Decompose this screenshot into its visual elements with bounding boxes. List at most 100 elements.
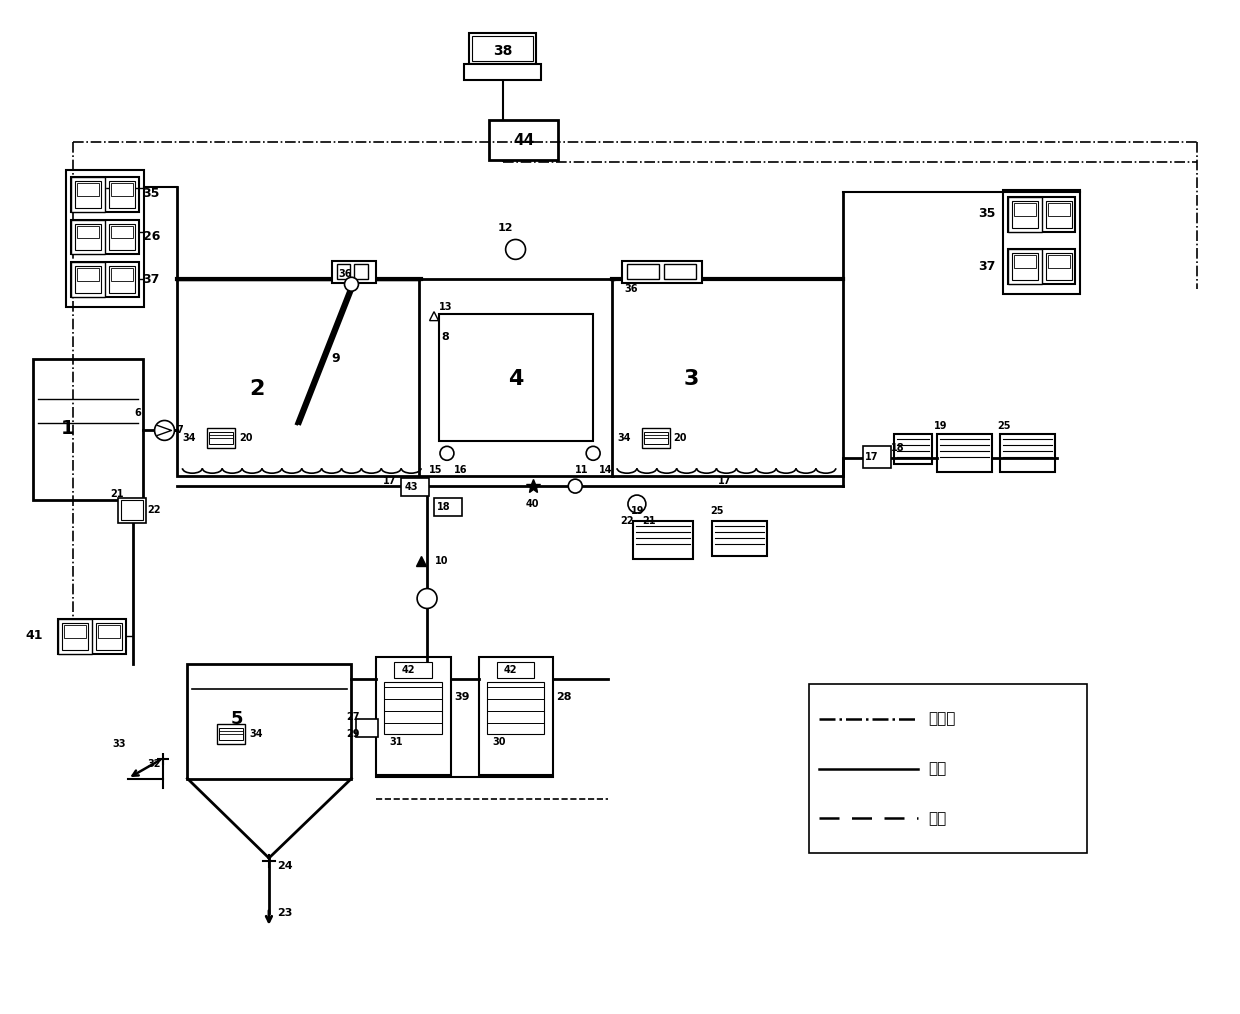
Bar [613,279,843,477]
Bar [497,662,534,678]
Bar [419,279,613,477]
Text: 20: 20 [673,433,687,443]
Bar [217,724,246,743]
Text: 19: 19 [934,422,947,431]
Circle shape [155,421,175,440]
Text: 36: 36 [624,284,637,294]
Text: 38: 38 [494,44,512,58]
Text: 42: 42 [503,665,517,675]
Text: 12: 12 [497,222,513,232]
Bar [110,269,133,281]
Bar [1045,254,1071,280]
Text: 液线: 液线 [929,762,946,776]
Circle shape [627,495,646,513]
Text: 34: 34 [249,729,263,739]
Circle shape [440,446,454,460]
Text: 21: 21 [642,516,656,526]
Bar [331,262,377,283]
Text: 17: 17 [383,477,397,486]
Text: 35: 35 [143,188,160,200]
Bar [642,429,670,448]
Bar [469,32,537,64]
Bar [1008,197,1042,231]
Text: 14: 14 [599,465,613,476]
Text: 17: 17 [864,452,878,462]
Text: 10: 10 [435,556,449,566]
Text: 1: 1 [61,419,74,438]
Bar [74,267,100,293]
Text: 9: 9 [331,352,340,365]
Bar [336,265,351,279]
Circle shape [345,277,358,291]
Text: 35: 35 [978,207,996,220]
Bar [1003,190,1080,294]
Bar [1014,203,1035,216]
Bar [663,265,696,279]
Text: 22: 22 [148,505,161,515]
Bar [632,521,693,559]
Text: 36: 36 [339,270,352,279]
Circle shape [568,480,583,493]
Bar [77,225,99,238]
Text: 43: 43 [404,482,418,492]
Bar [109,180,135,208]
Bar [207,429,236,448]
Text: 34: 34 [618,433,630,443]
Text: 16: 16 [454,465,467,476]
Text: 37: 37 [143,273,160,286]
Bar [71,263,105,297]
Bar [644,432,667,444]
Text: 18: 18 [436,502,450,512]
Text: 15: 15 [429,465,443,476]
Bar [863,446,890,468]
Text: 气线: 气线 [929,811,946,825]
Bar [355,265,368,279]
Text: 31: 31 [389,737,403,746]
Bar [1008,197,1075,231]
Text: 30: 30 [492,737,506,746]
Bar [95,624,122,650]
Bar [66,170,144,307]
Text: 41: 41 [26,629,43,642]
Bar [210,432,233,444]
Bar [377,657,451,775]
Text: 13: 13 [439,302,453,312]
Text: 18: 18 [890,443,904,453]
Bar [219,728,243,740]
Bar [71,176,139,212]
Bar [109,223,135,250]
Text: 33: 33 [113,738,126,748]
Bar [487,682,544,734]
Bar [74,180,100,208]
Bar [1048,203,1070,216]
Text: 37: 37 [978,260,996,273]
Bar [356,719,378,737]
Bar [1012,201,1038,227]
Text: 39: 39 [454,692,470,702]
Bar [33,359,143,500]
Text: 2: 2 [249,378,264,399]
Bar [999,434,1054,473]
Bar [118,498,145,523]
Bar [1014,256,1035,269]
Text: 19: 19 [631,506,645,516]
Bar [1048,256,1070,269]
Bar [1008,249,1042,284]
Text: 22: 22 [620,516,634,526]
Bar [120,500,143,520]
Bar [71,220,139,255]
Bar [177,279,422,477]
Bar [489,120,558,160]
Text: 8: 8 [441,332,449,342]
Text: 34: 34 [182,433,196,443]
Bar [464,64,542,80]
Circle shape [506,239,526,260]
Text: 7: 7 [176,426,184,435]
Bar [894,434,932,464]
Bar [713,521,768,556]
Bar [439,314,593,441]
Text: 17: 17 [718,477,730,486]
Text: 通讯线: 通讯线 [929,712,956,726]
Text: 23: 23 [277,908,293,918]
Bar [71,263,139,297]
